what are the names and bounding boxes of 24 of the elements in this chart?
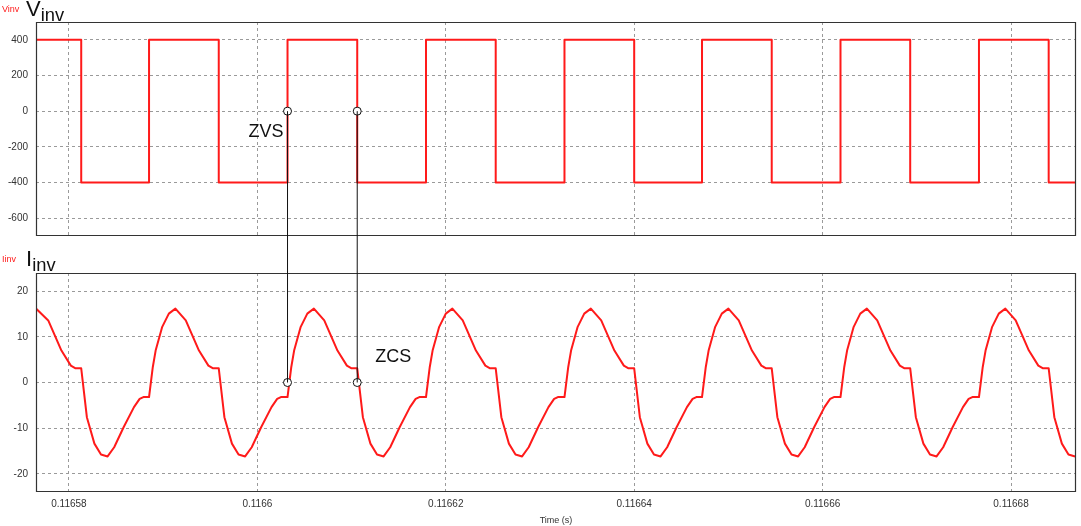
- x-tick-label: 0.11658: [51, 497, 88, 509]
- y-tick-label: 0: [22, 376, 29, 388]
- chart-title: I$_{inv}$: [26, 246, 56, 278]
- text: Vinv: [2, 4, 20, 14]
- y-tick-label: -200: [7, 140, 29, 152]
- y-tick-label: -400: [7, 176, 29, 188]
- x-tick-label: 0.11668: [993, 497, 1030, 509]
- annotation: ZCS: [375, 345, 412, 366]
- chart-title: V$_{inv}$: [26, 0, 65, 28]
- y-tick-label: -600: [7, 211, 29, 223]
- text: Iinv: [2, 254, 17, 264]
- x-tick-label: 0.11666: [804, 497, 841, 509]
- y-tick-label: 10: [16, 330, 29, 342]
- x-tick-label: 0.11662: [428, 497, 464, 509]
- x-tick-label: 0.11664: [616, 497, 653, 509]
- y-tick-label: 20: [16, 285, 29, 296]
- y-tick-label: 0: [22, 104, 29, 116]
- x-tick-label: 0.1166: [242, 497, 273, 509]
- y-tick-label: 400: [11, 33, 29, 45]
- y-tick-label: 200: [11, 69, 29, 81]
- y-tick-label: -10: [13, 421, 29, 433]
- x-axis-title: Time (s): [539, 515, 573, 526]
- annotation: ZVS: [248, 121, 284, 142]
- y-tick-label: -20: [13, 467, 29, 479]
